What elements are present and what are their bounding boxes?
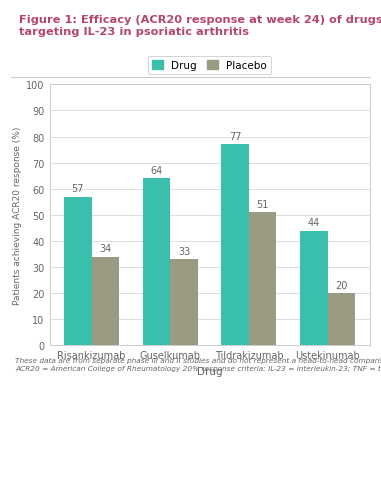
Y-axis label: Patients achieving ACR20 response (%): Patients achieving ACR20 response (%) — [13, 126, 22, 305]
Text: 34: 34 — [99, 244, 112, 254]
Bar — [328, 294, 355, 346]
Text: 57: 57 — [72, 184, 84, 194]
Text: 77: 77 — [229, 132, 241, 142]
Bar — [300, 231, 328, 346]
Bar — [91, 257, 119, 346]
Text: 44: 44 — [307, 218, 320, 228]
Text: These data are from separate phase III and II studies and do not represent a hea: These data are from separate phase III a… — [15, 356, 381, 371]
Text: 51: 51 — [256, 200, 269, 210]
Bar — [249, 213, 276, 346]
Bar — [143, 179, 170, 346]
X-axis label: Drug: Drug — [197, 366, 223, 376]
Bar — [64, 197, 91, 346]
Text: 33: 33 — [178, 246, 190, 257]
Legend: Drug, Placebo: Drug, Placebo — [148, 57, 271, 75]
Text: 20: 20 — [335, 281, 347, 291]
Text: 64: 64 — [150, 166, 163, 176]
Bar — [221, 145, 249, 346]
Text: Figure 1: Efficacy (ACR20 response at week 24) of drugs
targeting IL-23 in psori: Figure 1: Efficacy (ACR20 response at we… — [19, 15, 381, 38]
Bar — [170, 260, 198, 346]
